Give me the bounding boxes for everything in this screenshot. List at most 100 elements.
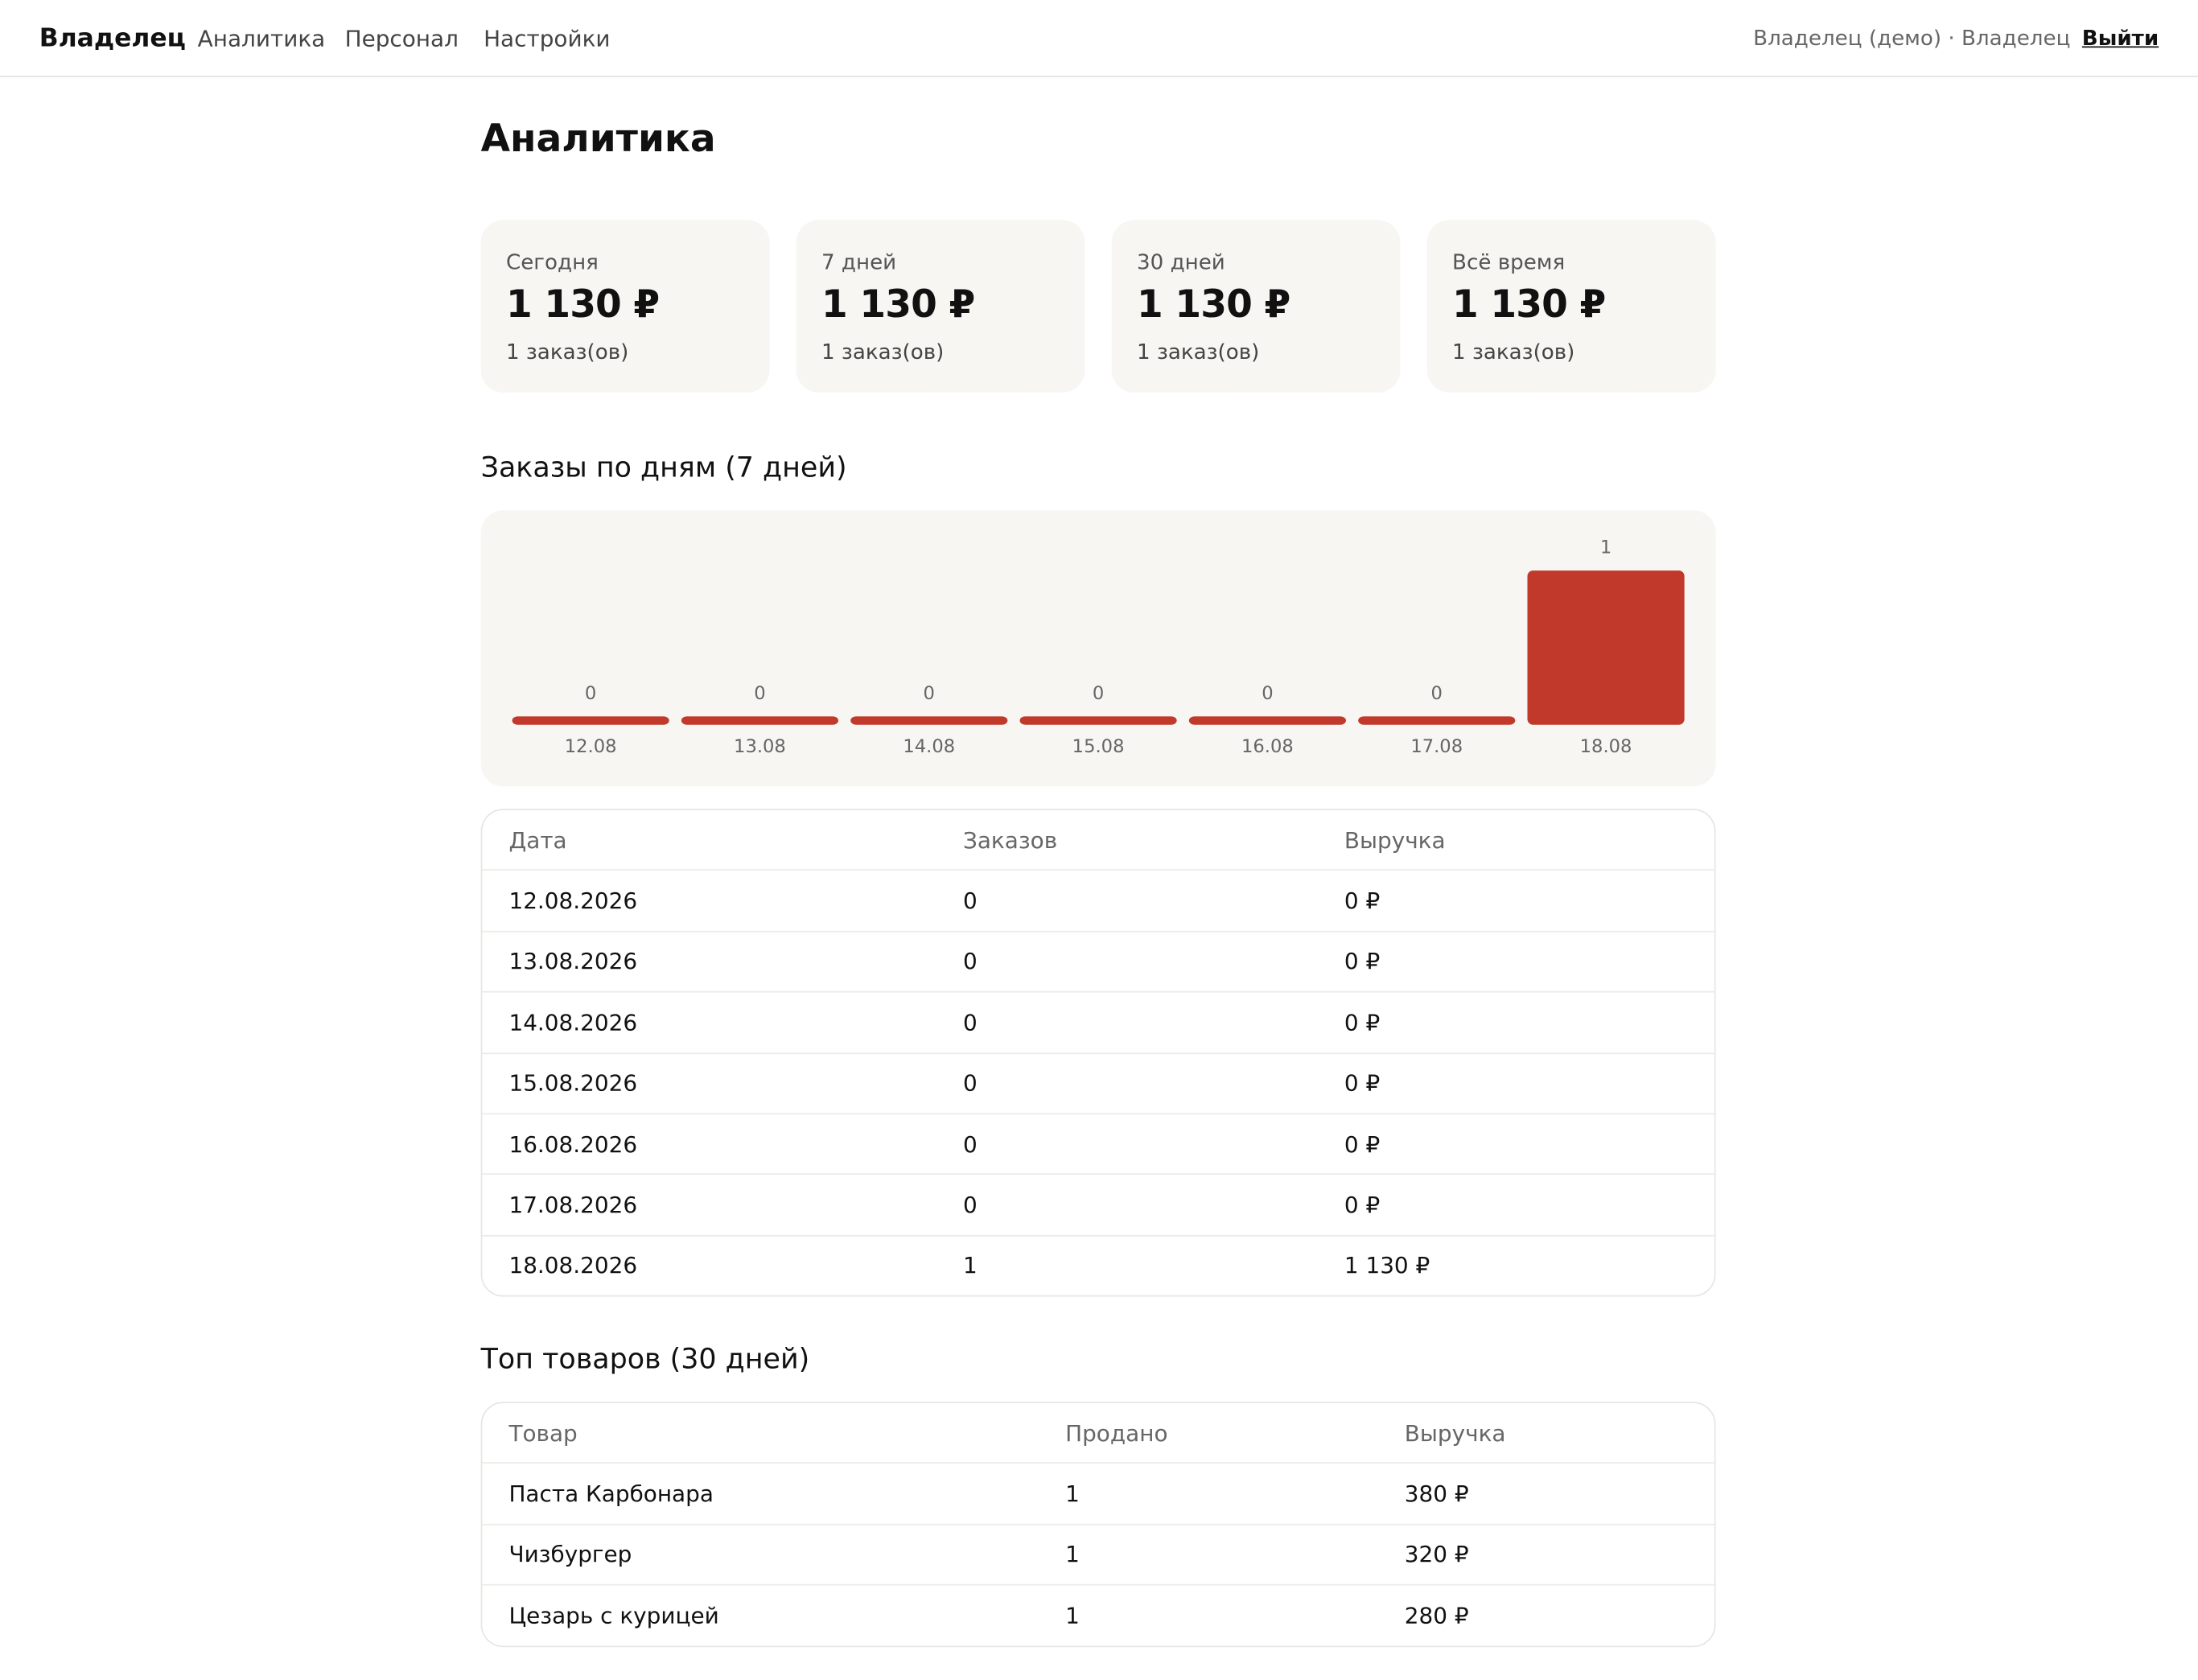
table-cell: 0 ₽	[1344, 1130, 1381, 1158]
column-header: Продано	[1065, 1419, 1168, 1447]
table-row: 17.08.2026 0 0 ₽	[482, 1173, 1714, 1235]
user-info: Владелец (демо) · Владелец	[1753, 25, 2071, 51]
x-tick-label: 18.08	[1580, 736, 1632, 757]
x-tick-label: 12.08	[565, 736, 617, 757]
bar-value-label: 0	[1093, 683, 1104, 704]
bar-value-label: 0	[1431, 683, 1443, 704]
table-cell: 14.08.2026	[508, 1009, 638, 1036]
table-cell: 0 ₽	[1344, 887, 1381, 915]
table-row: Паста Карбонара 1 380 ₽	[482, 1462, 1714, 1524]
top-nav: Владелец Аналитика Персонал Настройки Владел…	[0, 0, 2198, 77]
table-cell: Паста Карбонара	[508, 1480, 714, 1508]
table-row: Чизбургер 1 320 ₽	[482, 1523, 1714, 1584]
x-tick-label: 13.08	[734, 736, 786, 757]
table-cell: 0 ₽	[1344, 948, 1381, 975]
table-header-row: Дата Заказов Выручка	[482, 810, 1714, 870]
table-cell: 0	[962, 948, 978, 975]
table-cell: 0	[962, 1192, 978, 1219]
nav-link[interactable]: Настройки	[484, 24, 611, 51]
chart-title: Заказы по дням (7 дней)	[480, 450, 847, 484]
table-cell: 0	[962, 1009, 978, 1036]
table-cell: 12.08.2026	[508, 887, 638, 915]
data-table: Дата Заказов Выручка 12.08.2026 0 0 ₽13.08.20…	[480, 809, 1716, 1297]
bar-value-label: 1	[1600, 537, 1611, 558]
card-amount: 1 130 ₽	[821, 282, 975, 327]
brand: Владелец	[39, 23, 186, 53]
table-cell: 0 ₽	[1344, 1069, 1381, 1097]
column-header: Заказов	[962, 826, 1058, 854]
card-amount: 1 130 ₽	[1137, 282, 1290, 327]
bar	[850, 716, 1008, 725]
table-row: Цезарь с курицей 1 280 ₽	[482, 1584, 1714, 1645]
table-cell: 13.08.2026	[508, 948, 638, 975]
table-cell: 0 ₽	[1344, 1192, 1381, 1219]
bar-value-label: 0	[924, 683, 935, 704]
table-cell: 0 ₽	[1344, 1009, 1381, 1036]
table-cell: 1 130 ₽	[1344, 1252, 1430, 1279]
section-title: Топ товаров (30 дней)	[480, 1341, 810, 1376]
nav-link[interactable]: Персонал	[344, 24, 459, 51]
table-cell: 15.08.2026	[508, 1069, 638, 1097]
card-orders: 1 заказ(ов)	[1137, 339, 1260, 364]
table-cell: 0	[962, 1069, 978, 1097]
x-tick-label: 14.08	[903, 736, 955, 757]
table-cell: 280 ₽	[1404, 1602, 1469, 1629]
table-cell: Цезарь с курицей	[508, 1602, 719, 1629]
bar	[1019, 716, 1177, 725]
stat-card: 7 дней 1 130 ₽ 1 заказ(ов)	[796, 220, 1085, 393]
card-label: 30 дней	[1137, 249, 1225, 275]
table-cell: 0	[962, 887, 978, 915]
bar	[1527, 570, 1685, 725]
table-cell: 380 ₽	[1404, 1480, 1469, 1508]
column-header: Выручка	[1344, 826, 1446, 854]
table-row: 13.08.2026 0 0 ₽	[482, 930, 1714, 992]
x-tick-label: 15.08	[1072, 736, 1125, 757]
table-row: 12.08.2026 0 0 ₽	[482, 869, 1714, 931]
bar	[681, 716, 839, 725]
stat-card: 30 дней 1 130 ₽ 1 заказ(ов)	[1111, 220, 1401, 393]
card-amount: 1 130 ₽	[1452, 282, 1606, 327]
card-label: Всё время	[1452, 249, 1566, 275]
table-cell: 16.08.2026	[508, 1130, 638, 1158]
stat-card: Всё время 1 130 ₽ 1 заказ(ов)	[1426, 220, 1716, 393]
bar-value-label: 0	[1262, 683, 1273, 704]
column-header: Дата	[508, 826, 567, 854]
data-table: Товар Продано Выручка Паста Карбонара 1 380 ₽…	[480, 1402, 1716, 1647]
x-tick-label: 17.08	[1410, 736, 1463, 757]
bar	[1358, 716, 1516, 725]
table-row: 15.08.2026 0 0 ₽	[482, 1052, 1714, 1114]
table-cell: 1	[1065, 1602, 1080, 1629]
nav-link[interactable]: Аналитика	[197, 24, 326, 51]
page-title: Аналитика	[480, 117, 716, 162]
card-label: 7 дней	[821, 249, 897, 275]
x-tick-label: 16.08	[1241, 736, 1294, 757]
table-cell: 1	[1065, 1480, 1080, 1508]
table-cell: 1	[962, 1252, 978, 1279]
card-amount: 1 130 ₽	[505, 282, 660, 327]
card-label: Сегодня	[505, 249, 599, 275]
stat-card: Сегодня 1 130 ₽ 1 заказ(ов)	[480, 220, 770, 393]
table-row: 16.08.2026 0 0 ₽	[482, 1113, 1714, 1174]
table-row: 18.08.2026 1 1 130 ₽	[482, 1234, 1714, 1296]
table-cell: 18.08.2026	[508, 1252, 638, 1279]
table-cell: 17.08.2026	[508, 1192, 638, 1219]
bar	[512, 716, 669, 725]
card-orders: 1 заказ(ов)	[1452, 339, 1575, 364]
column-header: Выручка	[1404, 1419, 1506, 1447]
logout-link[interactable]: Выйти	[2081, 25, 2159, 51]
column-header: Товар	[508, 1419, 578, 1447]
bar-value-label: 0	[585, 683, 596, 704]
table-cell: 0	[962, 1130, 978, 1158]
table-cell: Чизбургер	[508, 1541, 632, 1568]
card-orders: 1 заказ(ов)	[821, 339, 945, 364]
bar-value-label: 0	[754, 683, 765, 704]
table-row: 14.08.2026 0 0 ₽	[482, 991, 1714, 1052]
table-cell: 1	[1065, 1541, 1080, 1568]
chart: 0 12.08 0 13.08 0 14.08 0 15.08 0 16.08 0 17.08 1 18.…	[512, 537, 1685, 757]
table-header-row: Товар Продано Выручка	[482, 1403, 1714, 1463]
bar	[1188, 716, 1346, 725]
table-cell: 320 ₽	[1404, 1541, 1469, 1568]
card-orders: 1 заказ(ов)	[505, 339, 629, 364]
